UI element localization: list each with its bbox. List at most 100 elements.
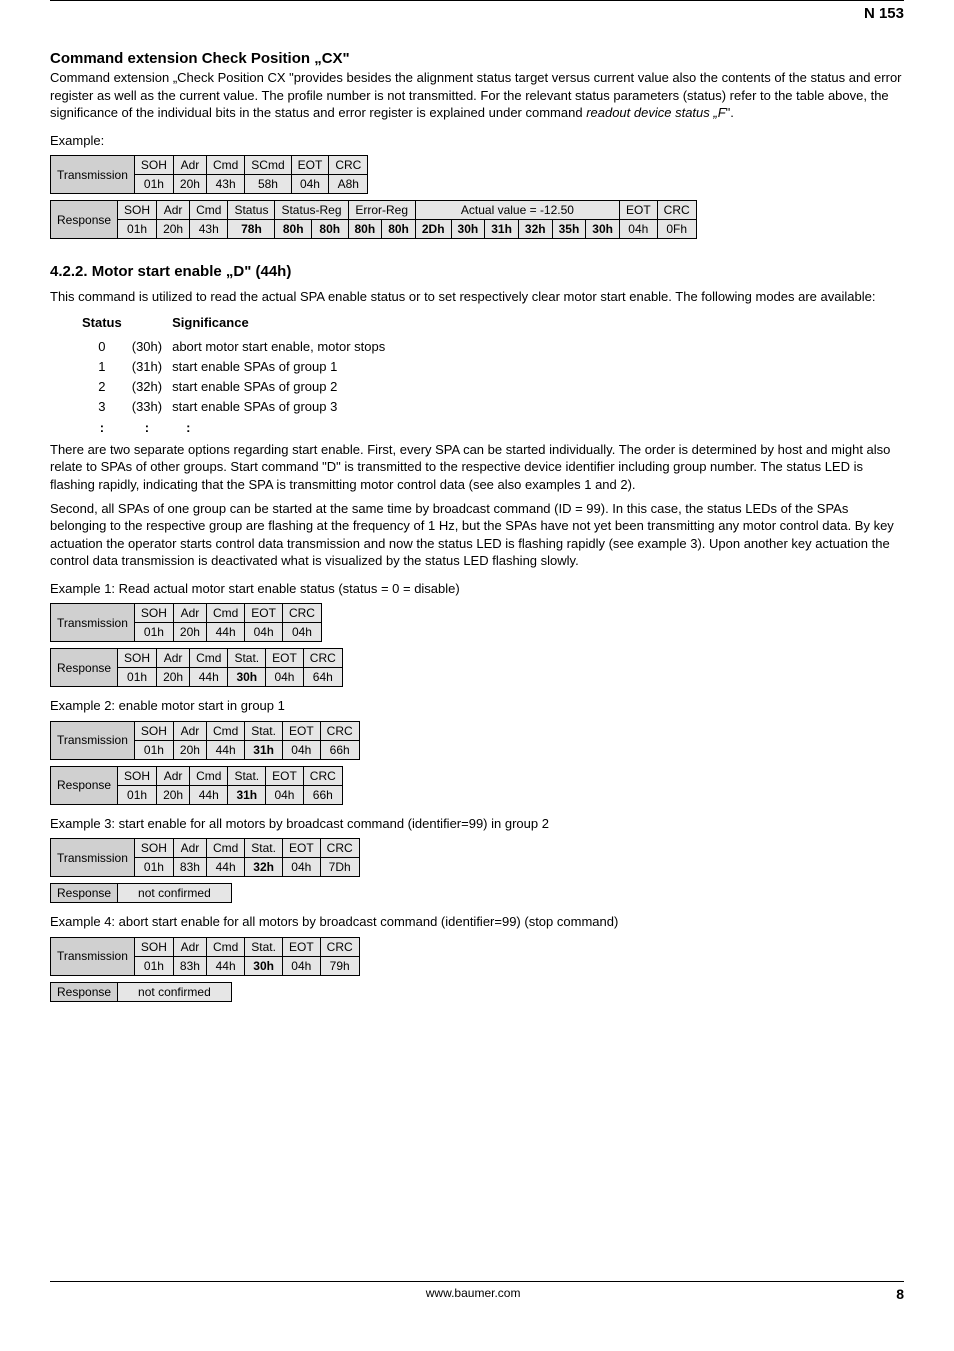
table-cell: 01h [134, 623, 173, 642]
d-para1: There are two separate options regarding… [50, 441, 904, 494]
status-col-2 [132, 314, 170, 336]
ex1-rx-table: ResponseSOHAdrCmdStat.EOTCRC01h20h44h30h… [50, 648, 343, 687]
table-cell: 20h [173, 175, 206, 194]
table-header: Cmd [206, 721, 244, 740]
status-hex: (30h) [132, 338, 170, 356]
status-col-3: Significance [172, 314, 393, 336]
table-cell: 44h [206, 740, 244, 759]
table-cell: A8h [329, 175, 368, 194]
table-header: CRC [282, 604, 321, 623]
table-header: SOH [118, 766, 157, 785]
rowlabel: Transmission [51, 721, 135, 759]
table-header: Adr [157, 766, 190, 785]
table-header: EOT [245, 604, 283, 623]
table-header: CRC [329, 156, 368, 175]
status-dots: : [172, 419, 393, 437]
status-desc: start enable SPAs of group 3 [172, 398, 393, 416]
table-cell: 01h [134, 175, 173, 194]
cx-para: Command extension „Check Position CX "pr… [50, 69, 904, 122]
table-header: EOT [282, 721, 320, 740]
table-header: Cmd [190, 649, 228, 668]
ex2-label: Example 2: enable motor start in group 1 [50, 697, 904, 715]
table-cell: 20h [157, 785, 190, 804]
table-cell: 31h [485, 220, 519, 239]
ex4-rx-table: Response not confirmed [50, 982, 232, 1002]
table-header: Adr [173, 721, 206, 740]
ex4-rx-rowlabel: Response [51, 982, 118, 1001]
cx-para-main: Command extension „Check Position CX "pr… [50, 70, 902, 120]
d-para2: Second, all SPAs of one group can be sta… [50, 500, 904, 570]
table-cell: 30h [245, 956, 283, 975]
cx-rx-table: Response SOHAdrCmdStatusStatus-RegError-… [50, 200, 697, 239]
table-header: Status [228, 201, 275, 220]
table-header: Adr [173, 604, 206, 623]
table-header: Adr [173, 156, 206, 175]
table-cell: 44h [190, 785, 228, 804]
cx-tx-rowlabel: Transmission [51, 156, 135, 194]
table-cell: 04h [282, 740, 320, 759]
table-cell: 44h [206, 623, 244, 642]
table-cell: 04h [282, 623, 321, 642]
table-header: Adr [157, 649, 190, 668]
table-header: CRC [303, 766, 342, 785]
table-header: EOT [291, 156, 329, 175]
table-header: Stat. [228, 766, 266, 785]
table-header: EOT [266, 766, 304, 785]
ex3-rx-rowlabel: Response [51, 884, 118, 903]
table-header: Stat. [228, 649, 266, 668]
table-cell: 20h [173, 740, 206, 759]
table-cell: 04h [245, 623, 283, 642]
table-cell: 04h [282, 858, 320, 877]
table-cell: 83h [173, 858, 206, 877]
footer: www.baumer.com 8 [50, 1281, 904, 1302]
table-header: CRC [320, 839, 359, 858]
table-cell: 80h [311, 220, 348, 239]
table-header: SOH [118, 201, 157, 220]
status-hex: (32h) [132, 378, 170, 396]
table-cell: 04h [282, 956, 320, 975]
table-header: Adr [173, 839, 206, 858]
table-cell: 64h [303, 668, 342, 687]
cx-para-tail: ". [726, 105, 734, 120]
table-cell: 04h [266, 668, 304, 687]
d-intro: This command is utilized to read the act… [50, 288, 904, 306]
table-header: Cmd [206, 156, 244, 175]
ex2-rx-table: ResponseSOHAdrCmdStat.EOTCRC01h20h44h31h… [50, 766, 343, 805]
doc-id: N 153 [864, 5, 904, 22]
table-cell: 44h [190, 668, 228, 687]
ex1-label: Example 1: Read actual motor start enabl… [50, 580, 904, 598]
table-cell: 66h [320, 740, 359, 759]
table-cell: 44h [206, 858, 244, 877]
d-status-table: Status Significance 0(30h)abort motor st… [80, 312, 395, 439]
table-cell: 20h [157, 220, 190, 239]
rowlabel: Transmission [51, 839, 135, 877]
table-header: Cmd [206, 839, 244, 858]
table-cell: 35h [552, 220, 586, 239]
table-cell: 43h [206, 175, 244, 194]
table-cell: 58h [245, 175, 291, 194]
table-cell: 01h [134, 956, 173, 975]
table-header: Adr [157, 201, 190, 220]
table-header: SCmd [245, 156, 291, 175]
table-cell: 04h [266, 785, 304, 804]
table-header: SOH [134, 156, 173, 175]
cx-title: Command extension Check Position „CX" [50, 50, 904, 67]
rowlabel: Response [51, 649, 118, 687]
status-dots: : [82, 419, 130, 437]
table-header: CRC [320, 721, 359, 740]
ex3-tx-table: TransmissionSOHAdrCmdStat.EOTCRC01h83h44… [50, 838, 360, 877]
table-cell: 31h [228, 785, 266, 804]
table-cell: 43h [190, 220, 228, 239]
table-header: EOT [282, 937, 320, 956]
table-header: SOH [134, 721, 173, 740]
table-cell: 83h [173, 956, 206, 975]
ex3-rx-value: not confirmed [118, 884, 232, 903]
table-cell: 80h [382, 220, 416, 239]
rowlabel: Transmission [51, 604, 135, 642]
table-cell: 32h [518, 220, 552, 239]
table-header: Cmd [190, 201, 228, 220]
table-header: Stat. [245, 937, 283, 956]
status-code: 2 [82, 378, 130, 396]
table-cell: 66h [303, 785, 342, 804]
table-cell: 78h [228, 220, 275, 239]
